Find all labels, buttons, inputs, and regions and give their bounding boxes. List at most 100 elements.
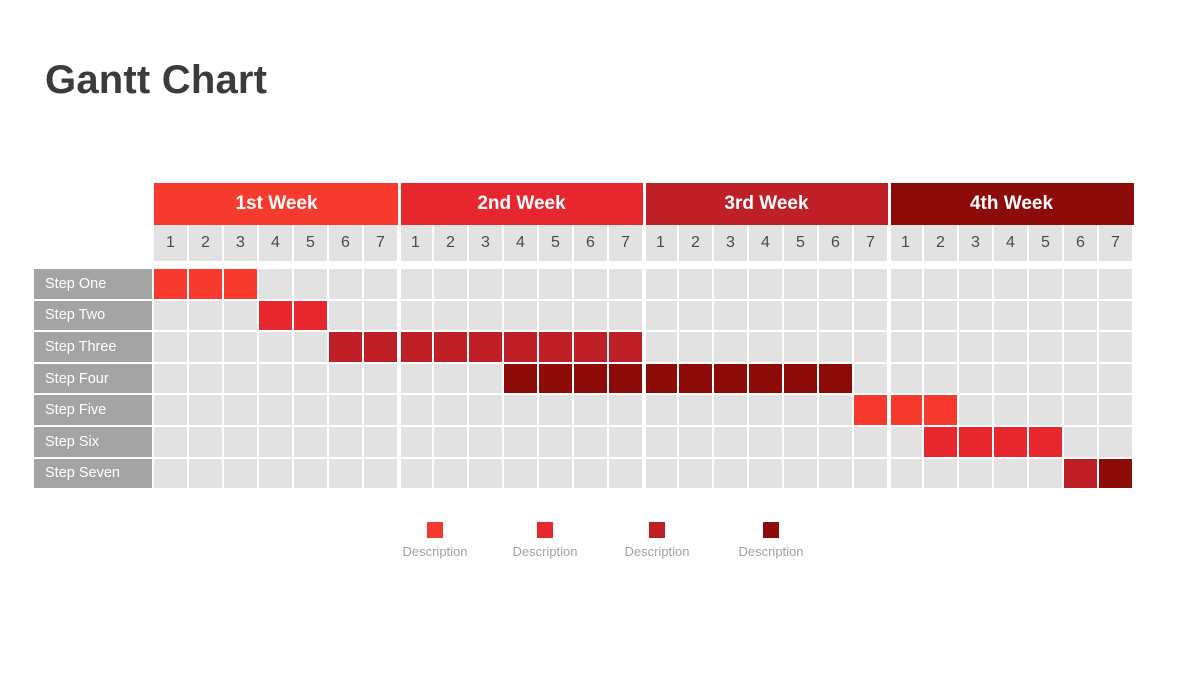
empty-cell [959, 458, 994, 491]
task-bar-cell [364, 332, 399, 364]
day-number: 2 [924, 225, 959, 261]
empty-cell [749, 300, 784, 333]
empty-cell [1029, 269, 1064, 301]
task-label: Step Three [34, 332, 152, 362]
empty-cell [854, 300, 889, 333]
task-bar-cell [224, 269, 259, 301]
legend-label: Description [624, 544, 690, 559]
empty-cell [644, 458, 679, 491]
legend-item: Description [612, 522, 702, 559]
task-bar-cell [574, 363, 609, 396]
empty-cell [434, 269, 469, 301]
task-bar-cell [504, 363, 539, 396]
task-bar-cell [504, 332, 539, 364]
empty-cell [539, 269, 574, 301]
empty-cell [924, 458, 959, 491]
empty-cell [679, 427, 714, 459]
empty-cell [224, 363, 259, 396]
task-bar-cell [329, 332, 364, 364]
empty-cell [154, 458, 189, 491]
empty-cell [364, 269, 399, 301]
empty-cell [539, 300, 574, 333]
legend-label: Description [402, 544, 468, 559]
empty-cell [924, 332, 959, 364]
empty-cell [469, 458, 504, 491]
task-bar-cell [434, 332, 469, 364]
empty-cell [889, 269, 924, 301]
empty-cell [679, 458, 714, 491]
day-number: 2 [679, 225, 714, 261]
task-bar-cell [539, 332, 574, 364]
empty-cell [994, 332, 1029, 364]
empty-cell [329, 458, 364, 491]
empty-cell [784, 427, 819, 459]
empty-cell [994, 269, 1029, 301]
empty-cell [154, 363, 189, 396]
empty-cell [609, 458, 644, 491]
empty-cell [189, 427, 224, 459]
legend-item: Description [726, 522, 816, 559]
day-number: 3 [469, 225, 504, 261]
day-number: 1 [399, 225, 434, 261]
empty-cell [644, 269, 679, 301]
page-title: Gantt Chart [45, 58, 268, 102]
empty-cell [749, 269, 784, 301]
empty-cell [539, 427, 574, 459]
task-bar-cell [924, 395, 959, 427]
empty-cell [994, 458, 1029, 491]
empty-cell [784, 395, 819, 427]
empty-cell [329, 363, 364, 396]
task-bar-cell [644, 363, 679, 396]
empty-cell [259, 363, 294, 396]
empty-cell [224, 395, 259, 427]
empty-cell [889, 300, 924, 333]
empty-cell [1099, 363, 1134, 396]
task-bar-cell [399, 332, 434, 364]
empty-cell [1064, 395, 1099, 427]
empty-cell [819, 332, 854, 364]
empty-cell [469, 269, 504, 301]
empty-cell [329, 427, 364, 459]
empty-cell [574, 395, 609, 427]
empty-cell [819, 427, 854, 459]
task-bar-cell [994, 427, 1029, 459]
task-bar-cell [539, 363, 574, 396]
day-number: 7 [854, 225, 889, 261]
empty-cell [959, 332, 994, 364]
task-bar-cell [609, 332, 644, 364]
empty-cell [364, 300, 399, 333]
empty-cell [1099, 300, 1134, 333]
empty-cell [574, 269, 609, 301]
empty-cell [644, 300, 679, 333]
empty-cell [609, 269, 644, 301]
empty-cell [959, 395, 994, 427]
empty-cell [784, 332, 819, 364]
empty-cell [574, 458, 609, 491]
empty-cell [1029, 395, 1064, 427]
empty-cell [399, 395, 434, 427]
day-number: 4 [504, 225, 539, 261]
empty-cell [504, 458, 539, 491]
empty-cell [714, 300, 749, 333]
week-separator [887, 183, 891, 490]
empty-cell [1029, 300, 1064, 333]
empty-cell [294, 395, 329, 427]
day-number: 4 [259, 225, 294, 261]
empty-cell [329, 300, 364, 333]
empty-cell [1064, 427, 1099, 459]
empty-cell [469, 300, 504, 333]
empty-cell [504, 300, 539, 333]
empty-cell [784, 269, 819, 301]
empty-cell [889, 458, 924, 491]
empty-cell [259, 269, 294, 301]
day-number: 2 [189, 225, 224, 261]
empty-cell [504, 427, 539, 459]
empty-cell [364, 363, 399, 396]
task-bar-cell [784, 363, 819, 396]
empty-cell [399, 458, 434, 491]
empty-cell [749, 427, 784, 459]
legend-item: Description [500, 522, 590, 559]
empty-cell [609, 300, 644, 333]
empty-cell [1099, 269, 1134, 301]
empty-cell [1099, 427, 1134, 459]
